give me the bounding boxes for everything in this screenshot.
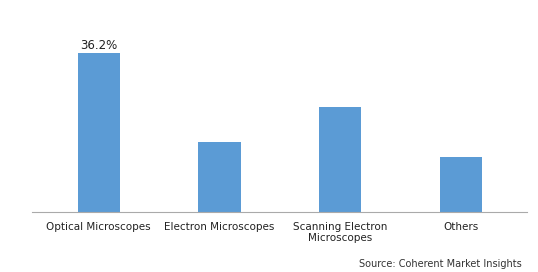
- Bar: [440, 157, 482, 212]
- Bar: [319, 107, 361, 212]
- Bar: [77, 53, 120, 212]
- Text: 36.2%: 36.2%: [80, 39, 117, 51]
- Bar: [199, 142, 240, 212]
- Text: Source: Coherent Market Insights: Source: Coherent Market Insights: [359, 259, 522, 269]
